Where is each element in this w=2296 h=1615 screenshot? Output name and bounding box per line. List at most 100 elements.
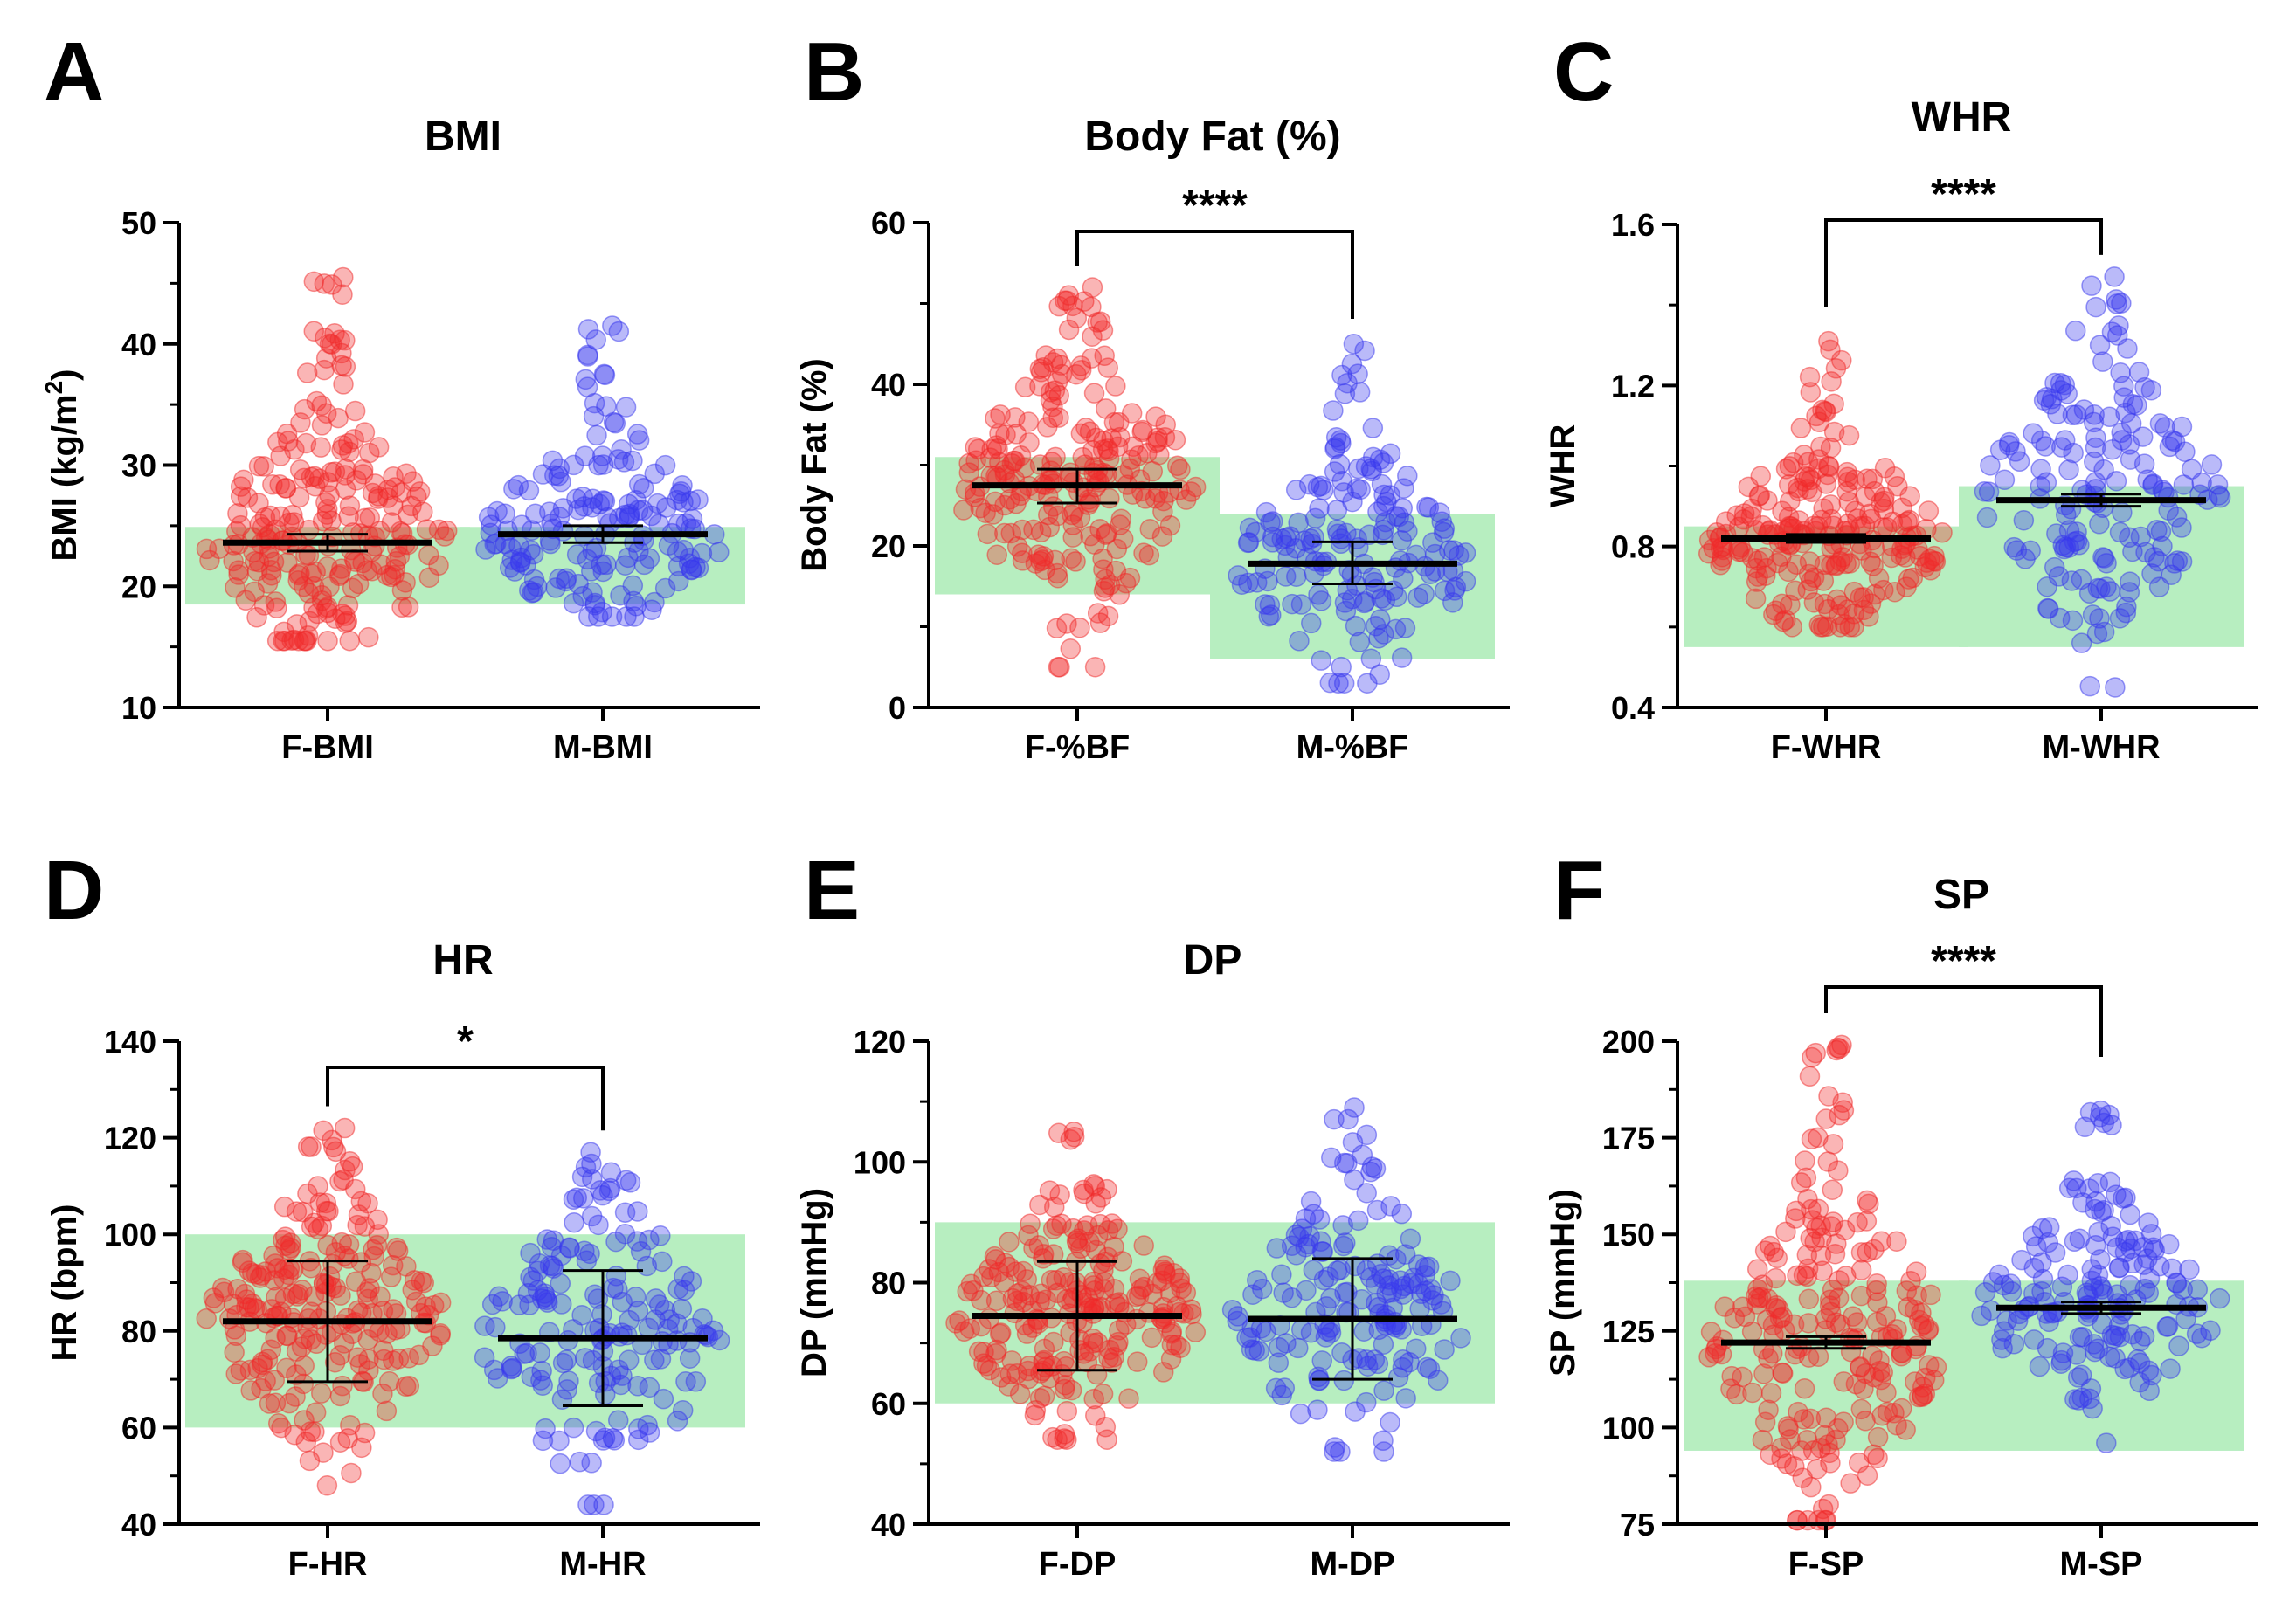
data-point bbox=[287, 570, 308, 591]
panel-letter: C bbox=[1553, 25, 1614, 119]
data-point bbox=[653, 1388, 674, 1410]
data-point bbox=[1373, 1380, 1394, 1401]
data-point bbox=[359, 442, 380, 464]
data-point bbox=[1069, 507, 1091, 528]
data-point bbox=[1042, 407, 1063, 428]
data-point bbox=[1808, 1127, 1829, 1149]
data-point bbox=[1123, 436, 1144, 458]
data-point bbox=[2058, 459, 2079, 480]
data-point bbox=[363, 1246, 385, 1267]
data-point bbox=[2035, 436, 2056, 457]
data-point bbox=[571, 1305, 592, 1326]
data-point bbox=[376, 1400, 398, 1422]
data-point bbox=[2141, 563, 2162, 584]
data-point bbox=[1129, 1268, 1151, 1289]
data-point bbox=[1750, 466, 1772, 487]
data-point bbox=[2082, 604, 2104, 625]
data-point bbox=[1433, 521, 1455, 543]
data-point bbox=[475, 539, 496, 560]
data-point bbox=[335, 1159, 356, 1181]
data-point bbox=[2142, 473, 2164, 494]
panel-b: B Body Fat (%) 0 20 40 60 Body Fat (%) F-%BF M-%… bbox=[795, 25, 1510, 766]
data-point bbox=[2065, 320, 2086, 342]
data-point bbox=[1121, 449, 1142, 470]
data-point bbox=[1039, 1180, 1061, 1201]
data-point bbox=[305, 476, 326, 497]
data-point bbox=[983, 504, 1004, 525]
data-point bbox=[1145, 406, 1166, 427]
data-point bbox=[2062, 404, 2084, 426]
data-point bbox=[579, 1243, 600, 1265]
data-point bbox=[558, 1237, 580, 1258]
data-point bbox=[1873, 490, 1895, 512]
data-point bbox=[1097, 357, 1118, 378]
data-point bbox=[1092, 548, 1113, 569]
data-point bbox=[1026, 1308, 1048, 1329]
data-point bbox=[591, 445, 613, 466]
data-point bbox=[580, 561, 602, 582]
data-point bbox=[1771, 546, 1792, 568]
data-point bbox=[341, 1462, 362, 1484]
data-point bbox=[704, 524, 725, 545]
data-point bbox=[1373, 452, 1394, 473]
panel-d: D HR 40 60 80 100 120 140 HR (bpm) F-HR M-HR * bbox=[44, 844, 760, 1583]
data-point bbox=[667, 1313, 688, 1335]
data-point bbox=[1286, 566, 1307, 587]
data-point bbox=[474, 1315, 495, 1336]
data-point bbox=[1400, 1273, 1421, 1294]
data-point bbox=[1060, 1322, 1081, 1343]
data-point bbox=[487, 1368, 508, 1389]
data-point bbox=[994, 522, 1015, 544]
y-tick-label: 150 bbox=[1602, 1217, 1655, 1253]
data-point bbox=[551, 1389, 573, 1410]
data-point bbox=[1097, 1219, 1119, 1241]
data-point bbox=[2134, 376, 2155, 398]
data-point bbox=[1800, 382, 1822, 403]
data-point bbox=[1392, 1356, 1414, 1378]
data-point bbox=[1166, 455, 1188, 477]
data-point bbox=[1145, 432, 1166, 454]
data-point bbox=[577, 1494, 598, 1515]
data-point bbox=[1356, 1124, 1378, 1146]
data-point bbox=[594, 1427, 616, 1449]
data-point bbox=[311, 395, 332, 416]
data-point bbox=[1319, 672, 1341, 694]
data-point bbox=[1871, 1231, 1892, 1252]
data-point bbox=[253, 456, 274, 477]
data-point bbox=[548, 466, 570, 487]
data-point bbox=[299, 1450, 321, 1472]
data-point bbox=[1288, 512, 1309, 534]
data-point bbox=[1175, 1282, 1197, 1303]
data-point bbox=[274, 1287, 296, 1309]
data-point bbox=[613, 452, 635, 473]
data-point bbox=[2084, 451, 2105, 473]
data-point bbox=[1758, 1399, 1779, 1420]
data-point bbox=[1121, 403, 1143, 424]
y-axis-label: Body Fat (%) bbox=[795, 358, 833, 571]
x-tick-label: F-%BF bbox=[1025, 729, 1130, 766]
data-point bbox=[596, 554, 617, 576]
data-point bbox=[1108, 1331, 1129, 1353]
data-point bbox=[1126, 1308, 1147, 1330]
data-point bbox=[1261, 604, 1282, 625]
data-point bbox=[367, 1209, 388, 1231]
data-point bbox=[267, 1258, 288, 1279]
y-tick-label: 40 bbox=[871, 367, 906, 403]
data-point bbox=[1000, 522, 1022, 544]
data-point bbox=[582, 1169, 603, 1190]
significance-bracket bbox=[1075, 230, 1354, 319]
data-point bbox=[639, 1229, 660, 1251]
data-point bbox=[1331, 528, 1352, 549]
data-point bbox=[2092, 547, 2113, 568]
data-point bbox=[416, 519, 438, 540]
data-point bbox=[501, 1357, 523, 1379]
data-point bbox=[288, 630, 309, 652]
data-point bbox=[636, 1255, 658, 1277]
data-point bbox=[652, 1251, 673, 1273]
data-point bbox=[319, 333, 341, 355]
data-point bbox=[2171, 551, 2193, 572]
data-point bbox=[1765, 1267, 1787, 1289]
data-point bbox=[1821, 508, 1842, 530]
data-point bbox=[338, 506, 359, 527]
y-axis-label: BMI (kg/m2) bbox=[40, 369, 84, 561]
